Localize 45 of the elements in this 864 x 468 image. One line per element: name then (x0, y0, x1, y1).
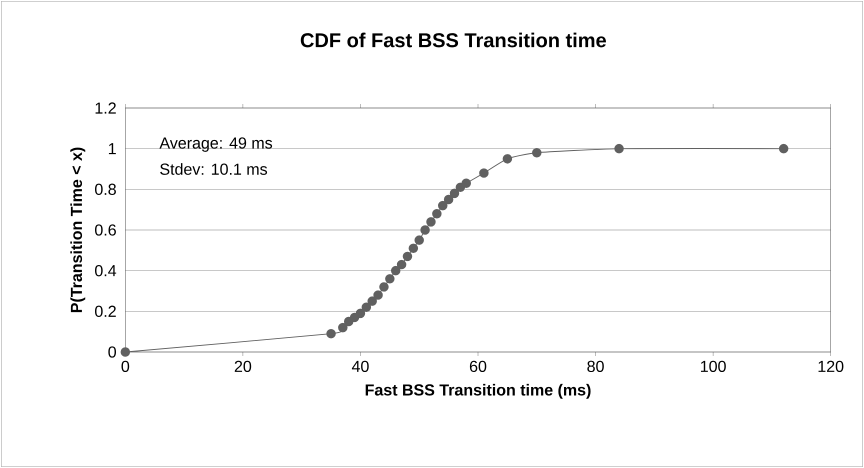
point (373, 290, 383, 300)
x-tick-label: 20 (234, 360, 252, 372)
annotation: Average: 49 ms (159, 137, 272, 152)
point (438, 200, 448, 210)
x-tick-label: 0 (122, 360, 130, 372)
annotation: Stdev: 10.1 ms (160, 163, 268, 175)
point (408, 244, 418, 254)
point (120, 347, 130, 357)
point (402, 252, 412, 262)
point (390, 266, 400, 276)
x-tick-label: 40 (352, 360, 369, 372)
point (367, 296, 377, 306)
point (532, 148, 542, 158)
point (356, 308, 366, 318)
chart-title: CDF of Fast BSS Transition time (300, 32, 606, 48)
y-tick-label: 0 (108, 346, 116, 358)
point (414, 235, 424, 245)
point (326, 328, 336, 338)
point (462, 178, 471, 188)
point (426, 217, 436, 227)
point (479, 168, 489, 178)
x-tick-label: 60 (470, 360, 486, 372)
x-axis-title: Fast BSS Transition time (ms) (366, 384, 591, 399)
point (450, 188, 460, 198)
y-tick-label: 0.6 (95, 224, 116, 236)
y-tick-label: 0.2 (95, 306, 116, 317)
y-tick-label: 1.2 (96, 102, 116, 114)
x-tick-label: 100 (700, 360, 726, 372)
point (420, 225, 430, 235)
x-tick-label: 120 (818, 360, 844, 372)
point (396, 260, 406, 270)
point (338, 322, 348, 332)
y-axis-title: P(Transition Time < x) (70, 148, 86, 312)
point (502, 154, 512, 164)
y-tick-label: 0.8 (95, 184, 116, 195)
point (614, 144, 624, 154)
y-tick-label: 1 (108, 143, 116, 154)
x-tick-label: 80 (587, 360, 604, 372)
point (444, 194, 454, 204)
point (379, 282, 389, 292)
y-tick-label: 0.4 (95, 265, 116, 276)
point (778, 144, 788, 154)
point (385, 274, 395, 284)
point (432, 208, 442, 218)
point (362, 302, 372, 312)
